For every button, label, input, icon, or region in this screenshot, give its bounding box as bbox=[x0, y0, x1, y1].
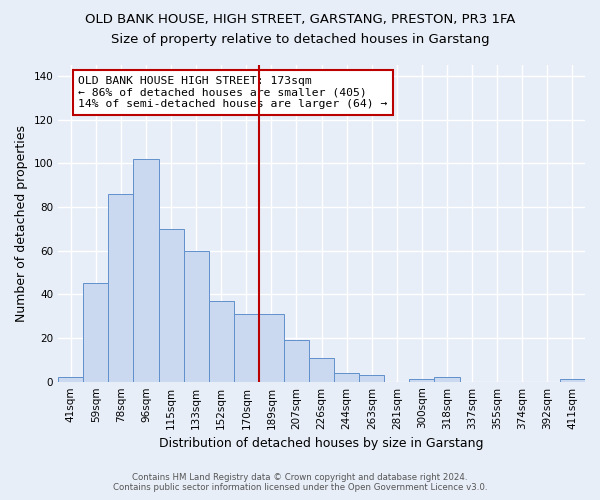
Y-axis label: Number of detached properties: Number of detached properties bbox=[15, 125, 28, 322]
Text: Size of property relative to detached houses in Garstang: Size of property relative to detached ho… bbox=[110, 32, 490, 46]
Text: Contains HM Land Registry data © Crown copyright and database right 2024.
Contai: Contains HM Land Registry data © Crown c… bbox=[113, 473, 487, 492]
Bar bbox=[409, 380, 434, 382]
Bar bbox=[58, 378, 83, 382]
Bar bbox=[434, 378, 460, 382]
Bar bbox=[259, 314, 284, 382]
Bar bbox=[234, 314, 259, 382]
Bar bbox=[109, 194, 133, 382]
Bar bbox=[184, 250, 209, 382]
Bar bbox=[560, 380, 585, 382]
Text: OLD BANK HOUSE, HIGH STREET, GARSTANG, PRESTON, PR3 1FA: OLD BANK HOUSE, HIGH STREET, GARSTANG, P… bbox=[85, 12, 515, 26]
Bar bbox=[284, 340, 309, 382]
Bar bbox=[133, 159, 158, 382]
X-axis label: Distribution of detached houses by size in Garstang: Distribution of detached houses by size … bbox=[160, 437, 484, 450]
Bar bbox=[309, 358, 334, 382]
Bar bbox=[158, 229, 184, 382]
Text: OLD BANK HOUSE HIGH STREET: 173sqm
← 86% of detached houses are smaller (405)
14: OLD BANK HOUSE HIGH STREET: 173sqm ← 86%… bbox=[78, 76, 388, 109]
Bar bbox=[359, 375, 385, 382]
Bar bbox=[334, 373, 359, 382]
Bar bbox=[83, 284, 109, 382]
Bar bbox=[209, 301, 234, 382]
